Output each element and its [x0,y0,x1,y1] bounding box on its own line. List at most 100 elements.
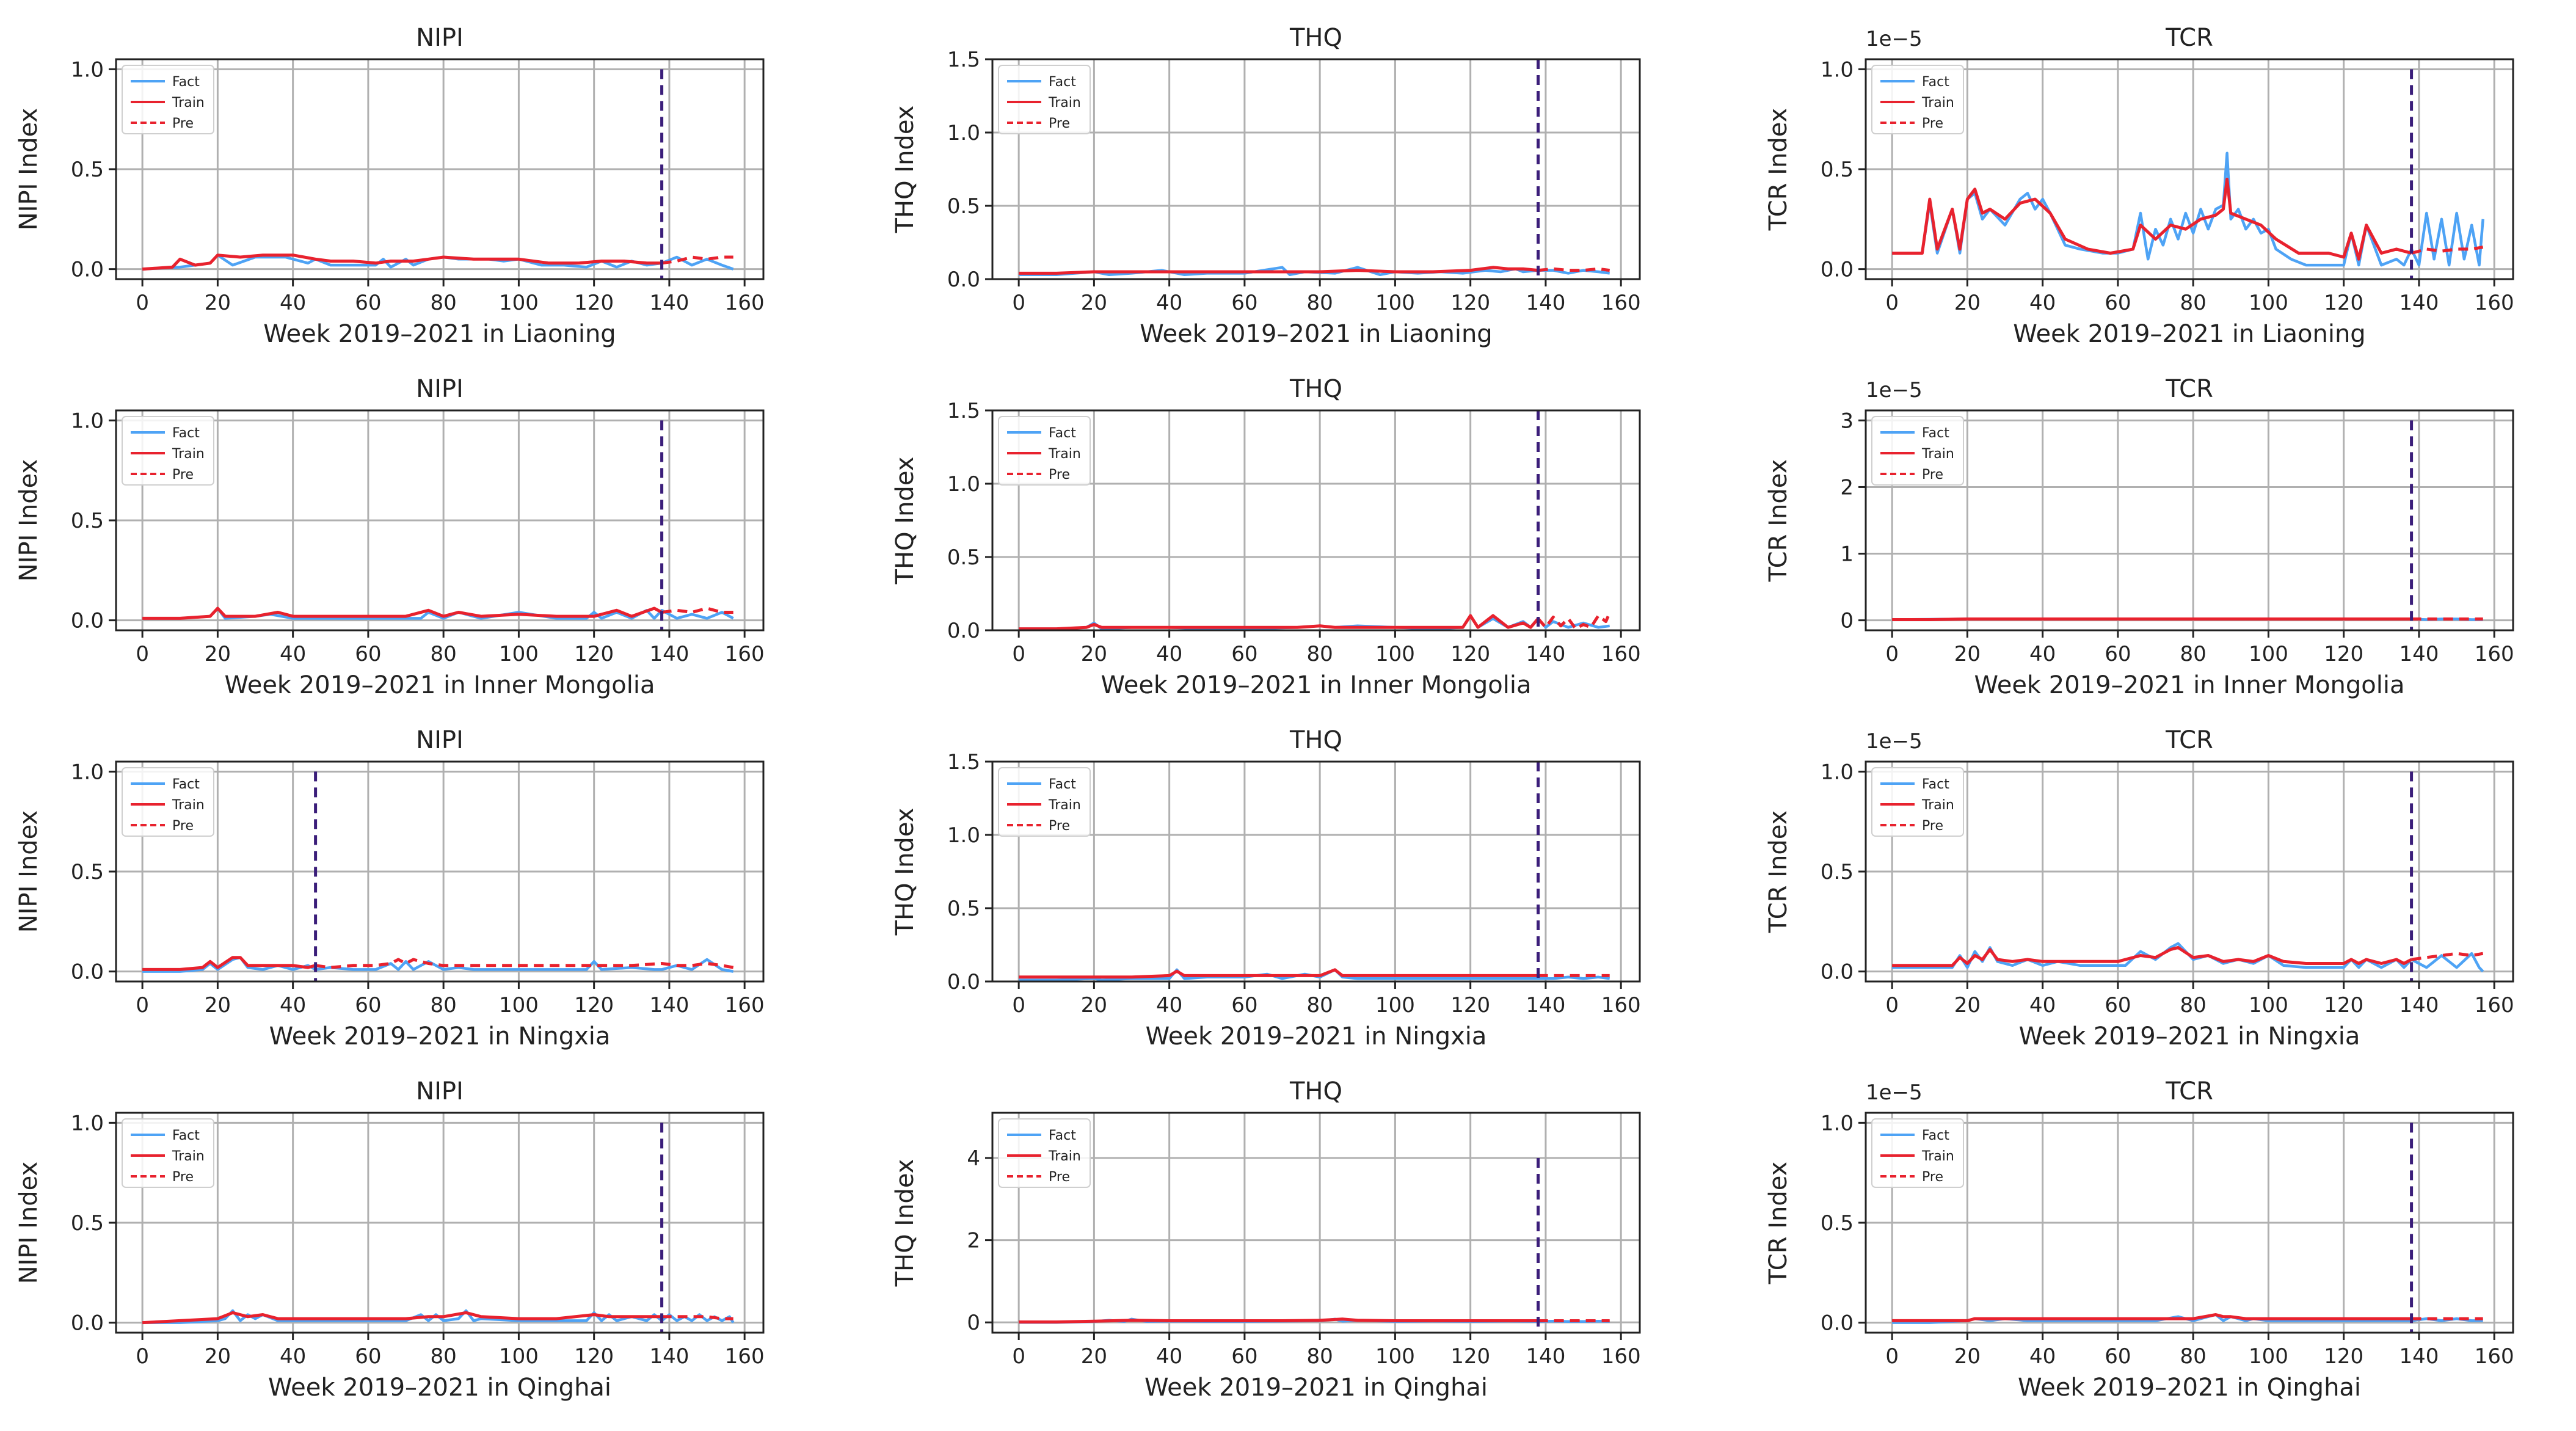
y-tick-label: 0 [1840,609,1854,633]
y-tick-label: 0.5 [1821,1211,1854,1236]
x-tick-label: 80 [2180,642,2207,666]
y-tick-label: 0.0 [947,970,980,994]
x-tick-label: 60 [2105,642,2131,666]
panel-title: NIPI [416,1077,464,1105]
panel-r0c1: 0 20 40 60 80 100 120 140 160 0.0 0.5 1.0 1.5 THQ Week… [891,24,1641,348]
legend-label-train: Train [1048,95,1081,111]
x-tick-label: 20 [205,291,231,315]
legend-label-pre: Pre [1049,1170,1070,1185]
y-tick-label: 1.0 [71,57,104,82]
series-line-pre [661,606,733,614]
x-axis-label: Week 2019–2021 in Qinghai [268,1374,611,1402]
x-tick-label: 160 [2475,993,2514,1018]
x-tick-label: 40 [280,1344,306,1369]
panel-r3c1: 0 20 40 60 80 100 120 140 160 0 2 4 THQ Week 2019–202… [891,1077,1641,1402]
x-tick-label: 0 [1885,1344,1899,1369]
y-axis-label: TCR Index [1764,810,1792,934]
x-axis-label: Week 2019–2021 in Qinghai [2018,1374,2361,1402]
legend-label-fact: Fact [1922,1128,1949,1143]
x-tick-label: 140 [2399,993,2439,1018]
x-axis-label: Week 2019–2021 in Inner Mongolia [1101,671,1532,699]
x-tick-label: 60 [2105,993,2131,1018]
series-line-train [1892,177,2412,261]
y-tick-label: 0.5 [947,545,980,570]
y-tick-label: 0.5 [1821,158,1854,182]
y-axis-label: TCR Index [1764,108,1792,231]
legend-label-train: Train [1048,1149,1081,1164]
x-axis-label: Week 2019–2021 in Liaoning [1140,320,1492,348]
x-tick-label: 140 [2399,291,2439,315]
x-tick-label: 140 [1526,1344,1565,1369]
x-tick-label: 100 [2249,642,2288,666]
y-tick-label: 4 [967,1146,980,1171]
y-tick-label: 1.0 [947,472,980,497]
y-tick-label: 0.0 [71,1311,104,1336]
x-tick-label: 140 [649,642,689,666]
series-line-train [1892,1313,2412,1322]
x-tick-label: 120 [1450,291,1490,315]
x-tick-label: 0 [1885,993,1899,1018]
x-tick-label: 100 [499,291,539,315]
x-tick-label: 60 [355,642,381,666]
legend: Fact Train Pre [1871,416,1964,486]
legend-label-pre: Pre [1049,818,1070,834]
legend-label-train: Train [172,1149,205,1164]
series-line-train [1019,266,1538,275]
x-tick-label: 120 [2324,642,2363,666]
y-tick-label: 0.5 [71,509,104,533]
y-tick-label: 1.5 [947,48,980,72]
x-tick-label: 160 [2475,291,2514,315]
x-tick-label: 80 [2180,291,2207,315]
y-axis-label: NIPI Index [15,459,43,581]
legend-label-fact: Fact [172,777,200,792]
x-tick-label: 20 [205,1344,231,1369]
x-axis-label: Week 2019–2021 in Liaoning [263,320,616,348]
x-tick-label: 60 [1231,1344,1257,1369]
x-tick-label: 100 [499,642,539,666]
panel-title: TCR [2165,24,2213,52]
y-tick-label: 0 [967,1311,980,1335]
y-tick-label: 0.0 [71,609,104,633]
y-tick-label: 0.5 [947,194,980,219]
x-tick-label: 20 [1954,642,1981,666]
panel-title: TCR [2165,1077,2213,1105]
y-tick-label: 1.0 [1821,760,1854,784]
x-tick-label: 0 [1012,993,1025,1018]
y-tick-label: 0.5 [71,860,104,884]
x-tick-label: 100 [499,993,539,1018]
series-line-train [1019,614,1540,631]
x-axis-label: Week 2019–2021 in Inner Mongolia [1974,671,2405,699]
x-tick-label: 160 [2475,1344,2514,1369]
plot-frame [991,58,1641,280]
x-axis-label: Week 2019–2021 in Liaoning [2013,320,2365,348]
x-axis-label: Week 2019–2021 in Qinghai [1144,1374,1488,1402]
x-tick-label: 40 [2029,1344,2056,1369]
legend-label-train: Train [1048,798,1081,813]
legend: Fact Train Pre [998,1118,1091,1188]
x-tick-label: 120 [574,642,614,666]
y-axis-label: NIPI Index [15,810,43,933]
x-tick-label: 40 [1156,642,1182,666]
x-tick-label: 100 [2249,1344,2288,1369]
x-tick-label: 20 [1081,993,1107,1018]
y-axis-label: THQ Index [891,808,919,936]
x-tick-label: 40 [2029,291,2056,315]
plot-frame [991,760,1641,983]
legend-label-fact: Fact [1922,426,1949,441]
x-axis-label: Week 2019–2021 in Ningxia [269,1022,611,1050]
legend-label-fact: Fact [1922,777,1949,792]
x-tick-label: 140 [649,1344,689,1369]
legend: Fact Train Pre [1871,1118,1964,1188]
series-line-train [142,606,663,620]
x-tick-label: 0 [1885,291,1899,315]
y-tick-label: 2 [967,1229,980,1253]
x-tick-label: 140 [1526,291,1565,315]
legend: Fact Train Pre [998,65,1091,134]
panel-title: NIPI [416,375,464,403]
x-tick-label: 60 [2105,291,2131,315]
x-tick-label: 0 [1012,291,1025,315]
x-tick-label: 140 [649,993,689,1018]
x-tick-label: 160 [1601,993,1641,1018]
y-axis-label: TCR Index [1764,1162,1792,1285]
series-line-pre [1538,267,1610,272]
